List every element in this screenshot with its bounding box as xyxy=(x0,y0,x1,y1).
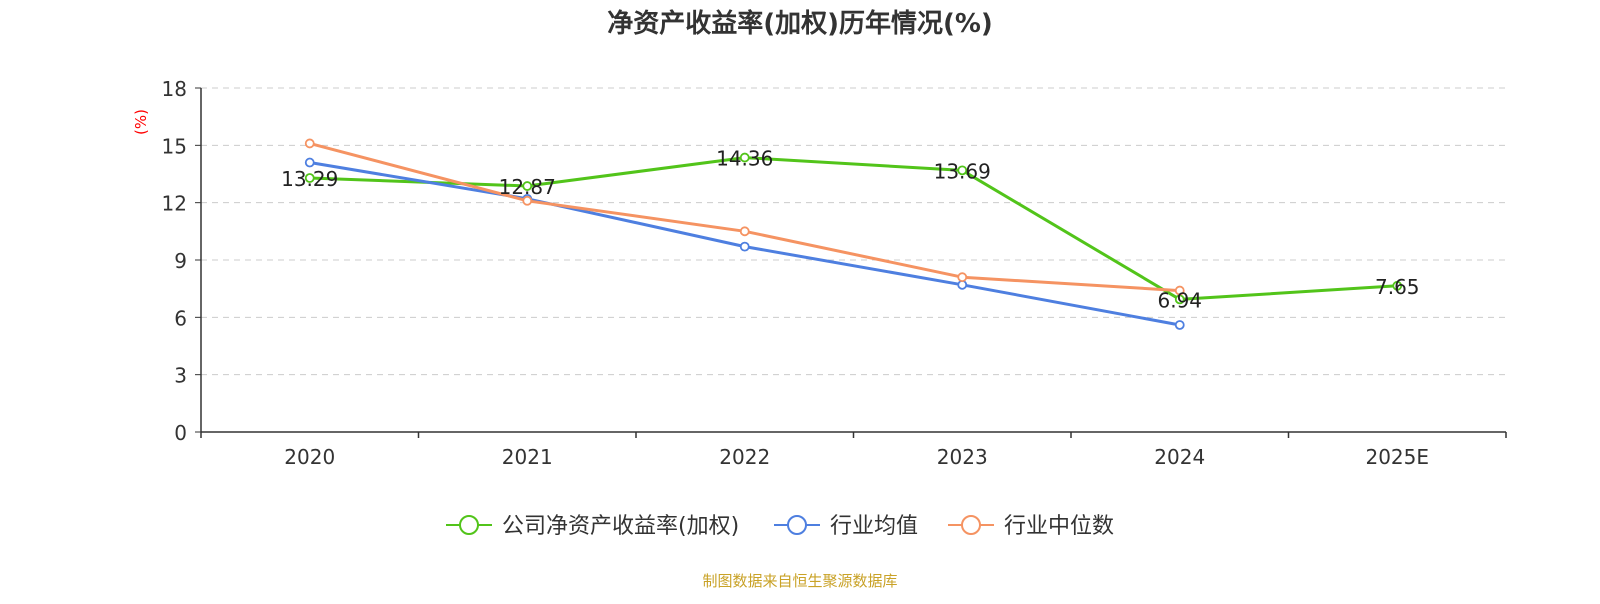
data-point[interactable] xyxy=(1174,320,1185,330)
x-tick-label: 2024 xyxy=(1154,445,1205,469)
data-point[interactable] xyxy=(304,173,315,183)
data-label-layer: 13.29 12.87 14.36 13.69 6.94 7.65 xyxy=(281,147,1419,313)
x-tick-label: 2022 xyxy=(719,445,770,469)
legend-label: 行业均值 xyxy=(830,514,918,539)
y-tick-label: 0 xyxy=(174,421,187,445)
y-axis-label: (%) xyxy=(132,109,150,135)
y-tick-label: 12 xyxy=(162,192,187,216)
y-tick-label: 9 xyxy=(174,249,187,273)
axis-layer: 0 3 6 9 12 15 18 2020 2021 2022 2023 2024 2025E xyxy=(162,77,1507,469)
x-tick-label: 2021 xyxy=(502,445,553,469)
legend-label: 行业中位数 xyxy=(1004,514,1114,539)
y-tick-label: 18 xyxy=(162,77,187,101)
data-point[interactable] xyxy=(522,181,533,191)
source-note: 制图数据来自恒生聚源数据库 xyxy=(702,572,897,590)
series-line-1 xyxy=(309,156,1398,301)
data-label: 12.87 xyxy=(499,175,556,199)
chart-title: 净资产收益率(加权)历年情况(%) xyxy=(607,8,993,39)
data-point[interactable] xyxy=(304,138,315,149)
x-tick-label: 2025E xyxy=(1365,445,1429,469)
data-point[interactable] xyxy=(1392,280,1403,291)
legend-label: 公司净资产收益率(加权) xyxy=(502,514,739,539)
data-label: 14.36 xyxy=(716,147,773,171)
data-label: 6.94 xyxy=(1157,288,1202,312)
legend-marker-icon xyxy=(787,515,807,535)
y-tick-label: 3 xyxy=(174,364,187,388)
legend: 公司净资产收益率(加权) 行业均值 行业中位数 xyxy=(446,514,1114,539)
data-point[interactable] xyxy=(522,195,533,206)
data-label: 13.69 xyxy=(934,159,991,183)
series-layer xyxy=(304,138,1403,330)
legend-marker-icon xyxy=(961,515,981,535)
legend-item-3[interactable]: 行业中位数 xyxy=(948,514,1114,539)
legend-item-1[interactable]: 公司净资产收益率(加权) xyxy=(446,514,739,539)
data-label: 7.65 xyxy=(1375,275,1420,299)
x-tick-label: 2023 xyxy=(937,445,988,469)
data-point[interactable] xyxy=(1174,285,1185,296)
grid-layer xyxy=(201,87,1506,376)
x-tick-label: 2020 xyxy=(284,445,335,469)
data-point[interactable] xyxy=(739,226,750,237)
legend-item-2[interactable]: 行业均值 xyxy=(774,514,918,539)
data-point[interactable] xyxy=(957,165,968,176)
data-point[interactable] xyxy=(739,241,750,252)
data-point[interactable] xyxy=(739,152,750,163)
legend-marker-icon xyxy=(459,515,479,535)
y-tick-label: 6 xyxy=(174,306,187,330)
data-point[interactable] xyxy=(304,157,315,168)
y-tick-label: 15 xyxy=(162,134,187,158)
data-label: 13.29 xyxy=(281,167,338,191)
data-point[interactable] xyxy=(957,272,968,283)
